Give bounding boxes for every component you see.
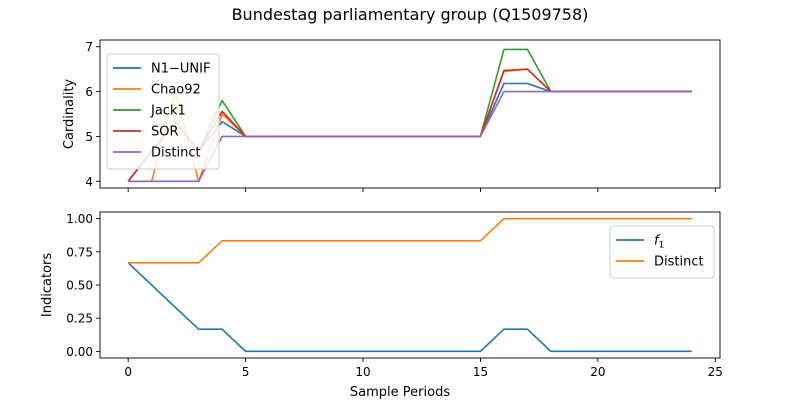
series-line-2-1 — [127, 262, 692, 353]
y-axis-label-2: Indicators — [40, 253, 55, 317]
axes-frame-1 — [99, 39, 721, 189]
y-tick-label-2-5: 1.00 — [66, 212, 93, 226]
legend-box-2 — [609, 225, 715, 279]
y-tick-label-1-1: 4 — [85, 175, 93, 189]
figure-title: Bundestag parliamentary group (Q1509758) — [232, 5, 589, 24]
y-axis-label-1: Cardinality — [62, 79, 77, 150]
x-tick-label-2-2: 5 — [242, 365, 250, 379]
y-tick-label-2-4: 0.75 — [66, 245, 93, 259]
y-tick-label-1-3: 6 — [85, 85, 93, 99]
legend-label-2-2: Distinct — [654, 255, 704, 270]
x-tick-label-2-6: 25 — [708, 365, 723, 379]
chart-panel-2: 0 5 10 15 20 25 0.00 0.25 0.50 0.75 1.00 Indicators… — [40, 211, 723, 400]
y-tick-label-1-4: 7 — [85, 40, 93, 54]
legend-label-1-1: N1−UNIF — [151, 62, 210, 77]
legend-label-1-4: SOR — [151, 125, 179, 140]
legend-2: f1 Distinct — [609, 225, 715, 279]
y-tick-label-2-2: 0.25 — [66, 312, 93, 326]
x-tick-label-2-1: 0 — [124, 365, 132, 379]
chart-panel-1: 4 5 6 7 Cardinality N1−UNIF Chao92 Jack1 SOR Dist… — [62, 39, 721, 192]
x-tick-label-2-3: 10 — [355, 365, 370, 379]
series-line-1-5 — [128, 90, 692, 183]
legend-label-1-3: Jack1 — [150, 104, 186, 119]
x-axis-label-2: Sample Periods — [350, 385, 450, 400]
x-tick-label-2-4: 15 — [473, 365, 488, 379]
series-line-2-2 — [128, 217, 692, 264]
legend-1: N1−UNIF Chao92 Jack1 SOR Distinct — [106, 53, 220, 170]
y-tick-label-2-1: 0.00 — [66, 345, 93, 359]
legend-box-1 — [106, 53, 220, 170]
x-tick-label-2-5: 20 — [590, 365, 605, 379]
legend-label-2-1: f1 — [654, 234, 664, 251]
y-tick-label-1-2: 5 — [85, 130, 93, 144]
legend-label-1-2: Chao92 — [151, 83, 201, 98]
y-tick-label-2-3: 0.50 — [66, 279, 93, 293]
legend-label-1-5: Distinct — [151, 146, 201, 161]
